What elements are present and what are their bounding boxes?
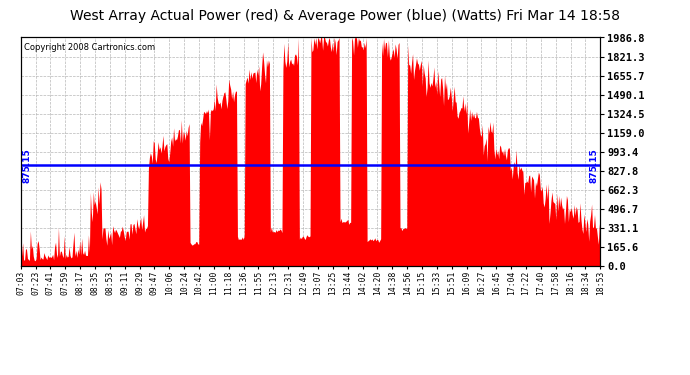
Text: West Array Actual Power (red) & Average Power (blue) (Watts) Fri Mar 14 18:58: West Array Actual Power (red) & Average …	[70, 9, 620, 23]
Text: 875.15: 875.15	[23, 148, 32, 183]
Text: Copyright 2008 Cartronics.com: Copyright 2008 Cartronics.com	[23, 43, 155, 52]
Text: 875.15: 875.15	[589, 148, 598, 183]
